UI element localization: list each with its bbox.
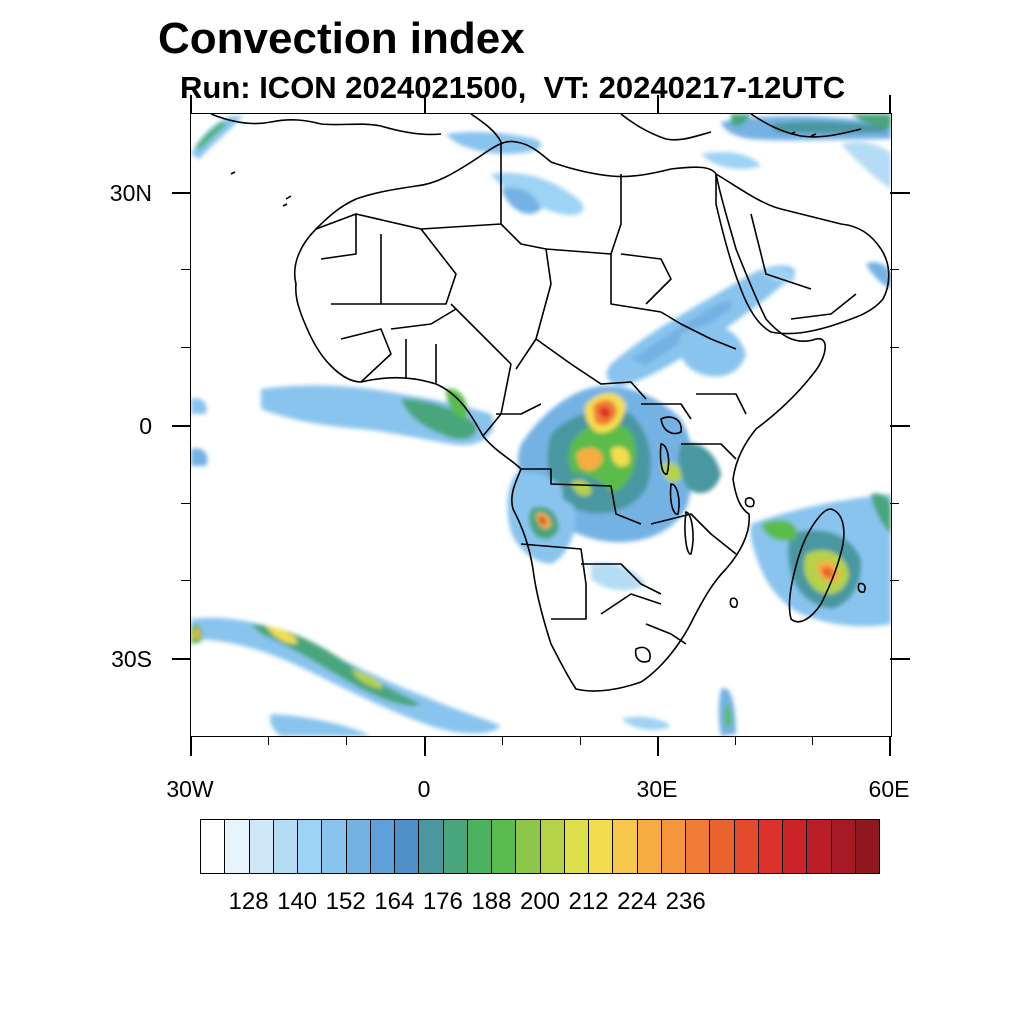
colorbar-swatch bbox=[443, 820, 468, 873]
x-minor-tick bbox=[580, 736, 581, 745]
x-major-tick bbox=[657, 95, 659, 113]
colorbar-swatch bbox=[564, 820, 589, 873]
colorbar-swatch bbox=[855, 820, 879, 873]
colorbar-swatch bbox=[589, 820, 614, 873]
colorbar-swatch bbox=[395, 820, 420, 873]
colorbar-swatch bbox=[419, 820, 444, 873]
x-minor-tick bbox=[502, 736, 503, 745]
colorbar-label: 152 bbox=[325, 888, 366, 915]
colorbar-swatch bbox=[831, 820, 856, 873]
colorbar-label: 188 bbox=[471, 888, 512, 915]
y-tick-label-30n: 30N bbox=[109, 180, 152, 206]
colorbar-label: 128 bbox=[228, 888, 269, 915]
coastlines-and-borders bbox=[210, 114, 890, 692]
colorbar-swatch bbox=[686, 820, 711, 873]
colorbar-swatch bbox=[734, 820, 759, 873]
y-tick-label-30s: 30S bbox=[111, 646, 152, 672]
chart-title: Convection index bbox=[158, 14, 525, 63]
colorbar bbox=[200, 819, 880, 874]
map-canvas bbox=[191, 114, 891, 736]
y-major-tick bbox=[890, 658, 910, 660]
x-tick-label-30w: 30W bbox=[166, 776, 214, 802]
y-major-tick bbox=[172, 192, 190, 194]
colorbar-swatch bbox=[273, 820, 298, 873]
x-tick-label-0: 0 bbox=[417, 776, 431, 802]
colorbar-label: 164 bbox=[374, 888, 415, 915]
colorbar-label: 212 bbox=[568, 888, 609, 915]
x-major-tick bbox=[190, 736, 192, 756]
y-major-tick bbox=[172, 425, 190, 427]
colorbar-swatch bbox=[516, 820, 541, 873]
x-major-tick bbox=[657, 736, 659, 756]
y-minor-tick bbox=[181, 347, 190, 348]
convection-shading bbox=[191, 114, 891, 736]
colorbar-swatch bbox=[322, 820, 347, 873]
colorbar-swatch bbox=[298, 820, 323, 873]
x-minor-tick bbox=[812, 736, 813, 745]
y-minor-tick bbox=[181, 580, 190, 581]
colorbar-label: 200 bbox=[519, 888, 561, 915]
y-minor-tick bbox=[181, 269, 190, 270]
colorbar-label: 140 bbox=[277, 888, 318, 915]
colorbar-swatch bbox=[225, 820, 250, 873]
colorbar-label: 176 bbox=[422, 888, 463, 915]
y-major-tick bbox=[890, 425, 910, 427]
y-major-tick bbox=[172, 658, 190, 660]
colorbar-swatch bbox=[783, 820, 808, 873]
y-tick-label-0: 0 bbox=[139, 413, 152, 439]
colorbar-swatch bbox=[758, 820, 783, 873]
x-tick-label-60e: 60E bbox=[868, 776, 910, 802]
colorbar-swatch bbox=[346, 820, 371, 873]
x-major-tick bbox=[889, 736, 891, 756]
colorbar-swatch bbox=[249, 820, 274, 873]
colorbar-swatch bbox=[201, 820, 226, 873]
x-major-tick bbox=[424, 736, 426, 756]
colorbar-swatch bbox=[807, 820, 832, 873]
colorbar-swatch bbox=[613, 820, 638, 873]
chart-subtitle: Run: ICON 2024021500, VT: 20240217-12UTC bbox=[180, 70, 846, 105]
x-major-tick bbox=[424, 95, 426, 113]
colorbar-swatch bbox=[370, 820, 395, 873]
x-minor-tick bbox=[268, 736, 269, 745]
y-minor-tick bbox=[890, 580, 899, 581]
colorbar-label: 224 bbox=[617, 888, 658, 915]
x-minor-tick bbox=[735, 736, 736, 745]
colorbar-swatch bbox=[710, 820, 735, 873]
y-minor-tick bbox=[890, 503, 899, 504]
map-panel[interactable] bbox=[191, 114, 891, 736]
colorbar-swatch bbox=[492, 820, 517, 873]
x-major-tick bbox=[889, 95, 891, 113]
colorbar-label: 236 bbox=[665, 888, 706, 915]
y-minor-tick bbox=[181, 503, 190, 504]
colorbar-swatch bbox=[540, 820, 565, 873]
x-tick-label-30e: 30E bbox=[636, 776, 678, 802]
colorbar-swatch bbox=[467, 820, 492, 873]
x-major-tick bbox=[190, 95, 192, 113]
y-major-tick bbox=[890, 192, 910, 194]
colorbar-swatch bbox=[661, 820, 686, 873]
x-minor-tick bbox=[346, 736, 347, 745]
y-minor-tick bbox=[890, 347, 899, 348]
y-minor-tick bbox=[890, 269, 899, 270]
colorbar-swatch bbox=[637, 820, 662, 873]
